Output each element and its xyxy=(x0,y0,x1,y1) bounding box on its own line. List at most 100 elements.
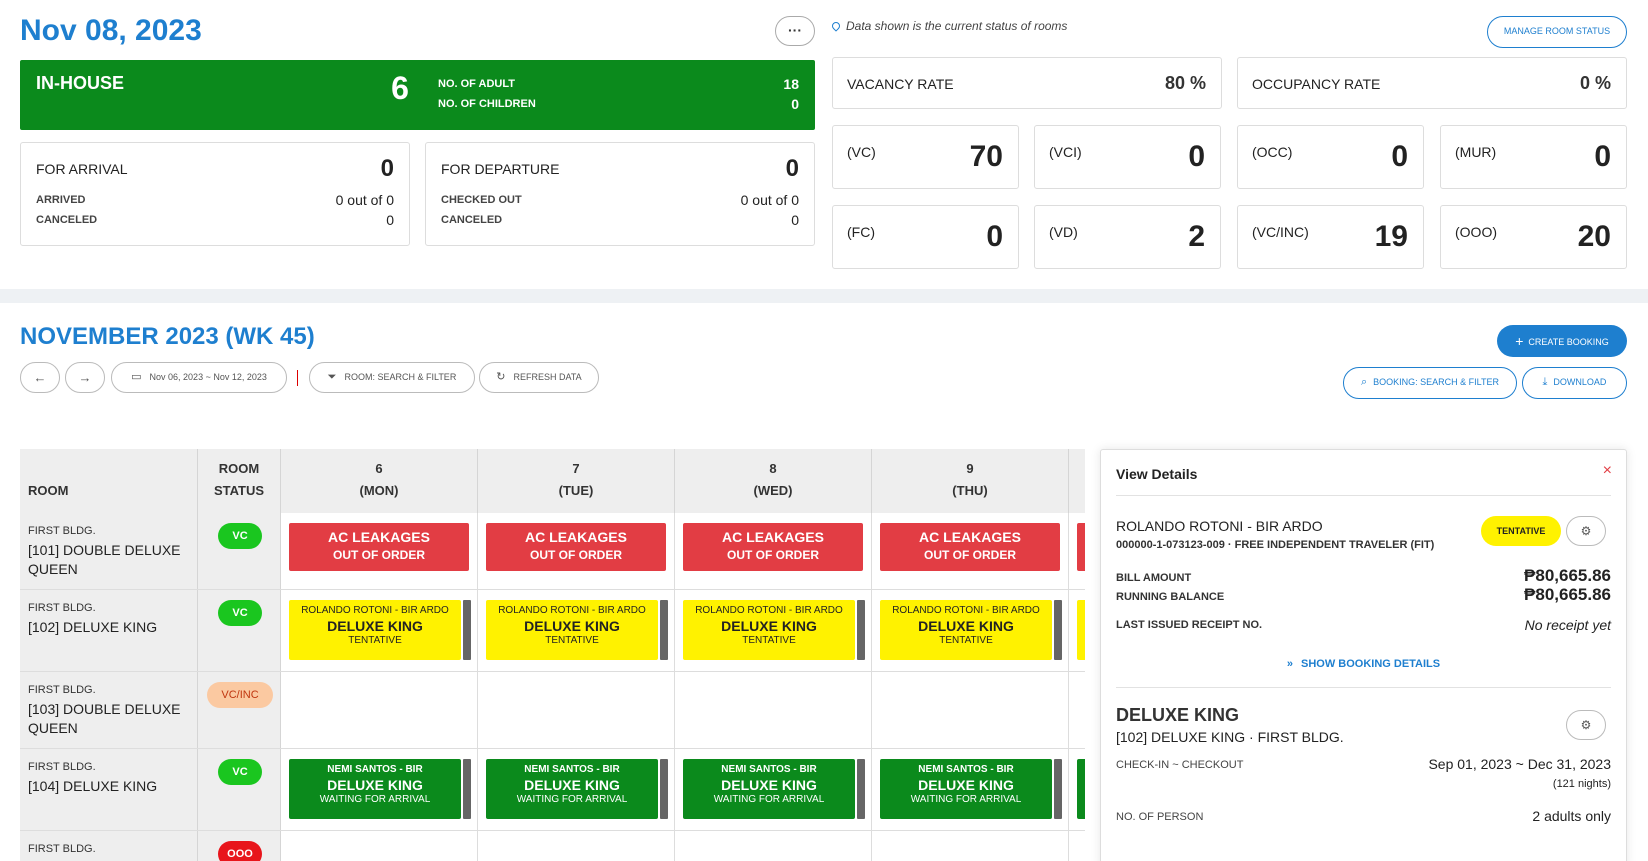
out-of-order-block[interactable]: AC LEAKAGES OUT OF ORDER xyxy=(683,523,863,571)
room-filter-button[interactable]: ⏷ ROOM: SEARCH & FILTER xyxy=(309,362,475,393)
waiting-booking-block[interactable] xyxy=(1077,759,1085,819)
stat-card-vd[interactable]: (VD) 2 xyxy=(1034,205,1221,269)
day-cell[interactable] xyxy=(1069,513,1085,589)
waiting-booking-block[interactable]: NEMI SANTOS - BIR DELUXE KING WAITING FOR … xyxy=(880,759,1052,819)
close-icon[interactable]: × xyxy=(1602,462,1612,479)
day-cell[interactable]: ROLANDO ROTONI - BIR ARDO DELUXE KING TENT… xyxy=(281,590,478,671)
show-booking-details-link[interactable]: » SHOW BOOKING DETAILS xyxy=(1101,658,1626,670)
booking-status: TENTATIVE xyxy=(939,635,993,646)
tentative-booking-block[interactable] xyxy=(1077,600,1085,660)
out-of-order-block[interactable]: AC LEAKAGES OUT OF ORDER xyxy=(880,523,1060,571)
status-badge[interactable]: VC xyxy=(218,600,262,626)
create-booking-button[interactable]: + CREATE BOOKING xyxy=(1497,325,1627,357)
day-cell[interactable]: ROLANDO ROTONI - BIR ARDO DELUXE KING TENT… xyxy=(675,590,872,671)
download-button[interactable]: ⤓ DOWNLOAD xyxy=(1522,367,1627,399)
stat-card-ooo[interactable]: (OOO) 20 xyxy=(1440,205,1627,269)
day-cell[interactable]: NEMI SANTOS - BIR DELUXE KING WAITING FOR … xyxy=(872,749,1069,830)
status-badge[interactable]: VC xyxy=(218,523,262,549)
day-cell[interactable]: NEMI SANTOS - BIR DELUXE KING WAITING FOR … xyxy=(478,749,675,830)
day-cell[interactable]: AC LEAKAGES OUT OF ORDER xyxy=(478,513,675,589)
day-header: 6 (MON) xyxy=(281,449,478,513)
tentative-booking-block[interactable]: ROLANDO ROTONI - BIR ARDO DELUXE KING TENT… xyxy=(486,600,658,660)
day-cell[interactable]: ROLANDO ROTONI - BIR ARDO DELUXE KING TENT… xyxy=(478,590,675,671)
day-cell[interactable] xyxy=(675,672,872,748)
room-cell[interactable]: FIRST BLDG. [104] DELUXE KING xyxy=(20,749,198,830)
stat-value: 0 xyxy=(1391,140,1408,173)
day-cell[interactable]: NEMI SANTOS - BIR DELUXE KING WAITING FOR … xyxy=(281,749,478,830)
day-cell[interactable] xyxy=(281,831,478,861)
resize-handle[interactable] xyxy=(857,759,865,819)
vacancy-rate-value: 80 % xyxy=(1164,73,1206,93)
day-cell[interactable] xyxy=(675,831,872,861)
day-cell[interactable] xyxy=(478,831,675,861)
room-cell[interactable]: FIRST BLDG. [103] DOUBLE DELUXE QUEEN xyxy=(20,672,198,748)
stat-card-occ[interactable]: (OCC) 0 xyxy=(1237,125,1424,189)
resize-handle[interactable] xyxy=(660,759,668,819)
prev-week-button[interactable]: ← xyxy=(20,362,60,393)
booking-room: DELUXE KING xyxy=(327,777,423,793)
day-number: 8 xyxy=(769,461,777,476)
arrival-canceled-value: 0 xyxy=(386,212,394,228)
checked-out-label: CHECKED OUT xyxy=(441,194,522,206)
day-cell[interactable] xyxy=(478,672,675,748)
tentative-booking-block[interactable]: ROLANDO ROTONI - BIR ARDO DELUXE KING TENT… xyxy=(683,600,855,660)
resize-handle[interactable] xyxy=(857,600,865,660)
status-badge[interactable]: VC xyxy=(218,759,262,785)
booking-guest: NEMI SANTOS - BIR xyxy=(524,764,620,775)
day-cell[interactable]: AC LEAKAGES OUT OF ORDER xyxy=(675,513,872,589)
stat-card-vc-inc[interactable]: (VC/INC) 19 xyxy=(1237,205,1424,269)
day-cell[interactable] xyxy=(1069,590,1085,671)
booking-room: DELUXE KING xyxy=(524,618,620,634)
view-details-panel: View Details × ROLANDO ROTONI - BIR ARDO… xyxy=(1100,449,1627,861)
booking-filter-button[interactable]: ⌕ BOOKING: SEARCH & FILTER xyxy=(1343,367,1517,399)
block-status: OUT OF ORDER xyxy=(727,548,819,562)
waiting-booking-block[interactable]: NEMI SANTOS - BIR DELUXE KING WAITING FOR … xyxy=(289,759,461,819)
resize-handle[interactable] xyxy=(1054,759,1062,819)
resize-handle[interactable] xyxy=(1054,600,1062,660)
arrived-label: ARRIVED xyxy=(36,194,86,206)
stat-code: (VCI) xyxy=(1049,144,1082,160)
day-cell[interactable] xyxy=(1069,672,1085,748)
receipt-value: No receipt yet xyxy=(1524,617,1611,633)
room-gear-icon[interactable]: ⚙ xyxy=(1566,710,1606,740)
stat-card-vci[interactable]: (VCI) 0 xyxy=(1034,125,1221,189)
stat-card-fc[interactable]: (FC) 0 xyxy=(832,205,1019,269)
stat-card-mur[interactable]: (MUR) 0 xyxy=(1440,125,1627,189)
room-row-104: FIRST BLDG. [104] DELUXE KING VC NEMI SA… xyxy=(20,749,1085,831)
booking-gear-icon[interactable]: ⚙ xyxy=(1566,516,1606,546)
day-cell[interactable]: AC LEAKAGES OUT OF ORDER xyxy=(872,513,1069,589)
manage-room-status-button[interactable]: MANAGE ROOM STATUS xyxy=(1487,16,1627,48)
more-options-button[interactable]: ··· xyxy=(775,16,815,46)
tentative-booking-block[interactable]: ROLANDO ROTONI - BIR ARDO DELUXE KING TENT… xyxy=(289,600,461,660)
day-cell[interactable] xyxy=(281,672,478,748)
out-of-order-block[interactable]: AC LEAKAGES OUT OF ORDER xyxy=(486,523,666,571)
room-building: FIRST BLDG. xyxy=(28,843,96,855)
waiting-booking-block[interactable]: NEMI SANTOS - BIR DELUXE KING WAITING FOR … xyxy=(683,759,855,819)
resize-handle[interactable] xyxy=(463,600,471,660)
status-badge[interactable]: VC/INC xyxy=(207,682,273,708)
date-range-button[interactable]: ▭ Nov 06, 2023 ~ Nov 12, 2023 xyxy=(111,362,287,393)
day-cell[interactable] xyxy=(872,672,1069,748)
day-cell[interactable] xyxy=(872,831,1069,861)
room-column-header: ROOM xyxy=(20,449,198,513)
out-of-order-block[interactable] xyxy=(1077,523,1085,571)
room-cell[interactable]: FIRST BLDG. [101] DOUBLE DELUXE QUEEN xyxy=(20,513,198,589)
day-cell[interactable]: ROLANDO ROTONI - BIR ARDO DELUXE KING TENT… xyxy=(872,590,1069,671)
resize-handle[interactable] xyxy=(660,600,668,660)
out-of-order-block[interactable]: AC LEAKAGES OUT OF ORDER xyxy=(289,523,469,571)
stat-card-vc[interactable]: (VC) 70 xyxy=(832,125,1019,189)
day-number: 7 xyxy=(572,461,580,476)
status-badge[interactable]: OOO xyxy=(218,841,262,861)
refresh-data-button[interactable]: ↻ REFRESH DATA xyxy=(479,362,599,393)
resize-handle[interactable] xyxy=(463,759,471,819)
waiting-booking-block[interactable]: NEMI SANTOS - BIR DELUXE KING WAITING FOR … xyxy=(486,759,658,819)
room-cell[interactable]: FIRST BLDG. [102] DELUXE KING xyxy=(20,590,198,671)
day-cell[interactable] xyxy=(1069,749,1085,830)
day-cell[interactable]: AC LEAKAGES OUT OF ORDER xyxy=(281,513,478,589)
children-label: NO. OF CHILDREN xyxy=(438,98,536,110)
day-cell[interactable]: NEMI SANTOS - BIR DELUXE KING WAITING FOR … xyxy=(675,749,872,830)
tentative-booking-block[interactable]: ROLANDO ROTONI - BIR ARDO DELUXE KING TENT… xyxy=(880,600,1052,660)
nights-value: (121 nights) xyxy=(1552,778,1611,790)
next-week-button[interactable]: → xyxy=(65,362,105,393)
room-cell[interactable]: FIRST BLDG. xyxy=(20,831,198,861)
